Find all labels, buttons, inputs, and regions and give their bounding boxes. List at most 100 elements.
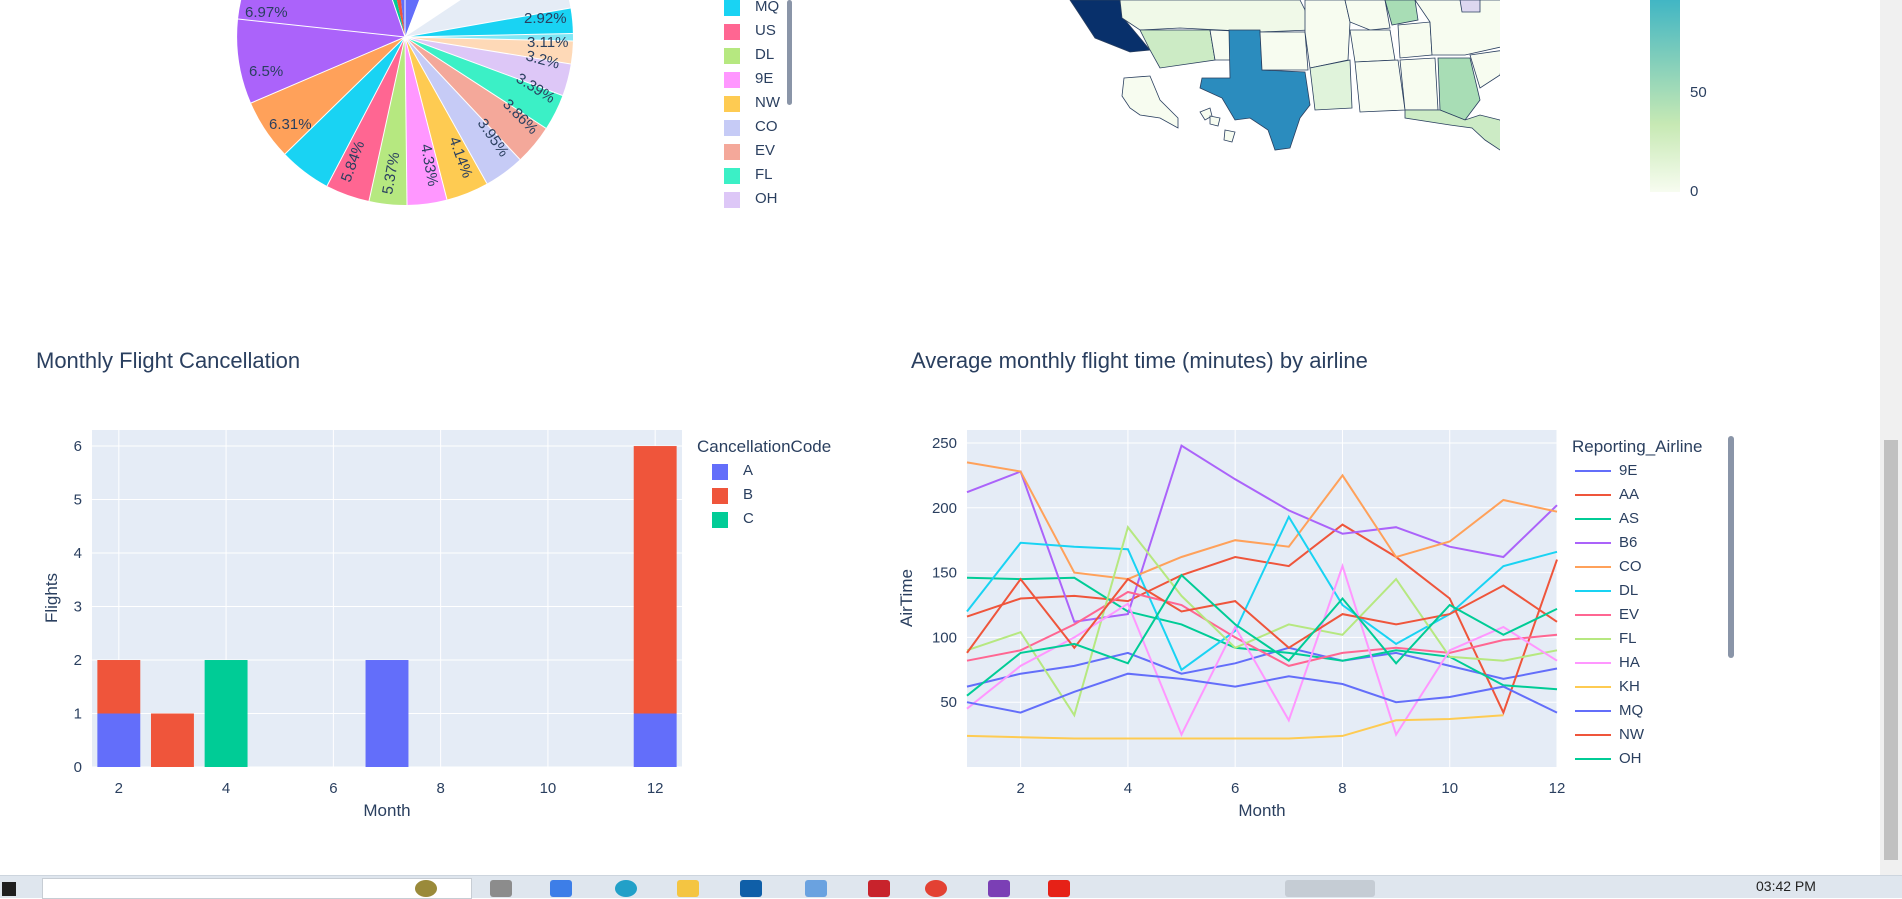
legend-swatch[interactable] <box>1575 734 1611 736</box>
bar-segment-C[interactable] <box>204 660 248 767</box>
legend-item-label[interactable]: EV <box>755 142 776 159</box>
bar-x-axis-label: Month <box>363 801 410 820</box>
legend-item-label[interactable]: 9E <box>1619 462 1638 479</box>
legend-swatch[interactable] <box>724 0 740 16</box>
copilot-icon[interactable] <box>550 880 572 897</box>
app-icon[interactable] <box>415 880 437 897</box>
legend-swatch[interactable] <box>1575 494 1611 496</box>
page-scrollbar-thumb[interactable] <box>1884 440 1898 860</box>
x-tick-label: 8 <box>436 780 444 797</box>
x-tick-label: 10 <box>1441 780 1458 797</box>
app-icon-red[interactable] <box>868 880 890 897</box>
legend-swatch[interactable] <box>724 144 740 160</box>
legend-swatch[interactable] <box>724 24 740 40</box>
y-tick-label: 250 <box>932 435 957 452</box>
legend-item-label[interactable]: FL <box>1619 630 1637 647</box>
legend-swatch[interactable] <box>1575 590 1611 592</box>
pie-label: 6.31% <box>269 116 312 133</box>
line-series-OH[interactable] <box>966 573 1558 697</box>
legend-item-label[interactable]: DL <box>755 46 775 63</box>
legend-item-label[interactable]: 9E <box>755 70 774 87</box>
youtube-icon[interactable] <box>1048 880 1070 897</box>
legend-item-label[interactable]: CO <box>755 118 778 135</box>
line-series-FL[interactable] <box>966 525 1558 718</box>
legend-item-label[interactable]: DL <box>1619 582 1639 599</box>
bar-segment-B[interactable] <box>633 446 677 714</box>
legend-swatch[interactable] <box>724 96 740 112</box>
legend-swatch[interactable] <box>712 488 728 504</box>
legend-item-label[interactable]: NW <box>755 94 780 111</box>
x-tick-label: 4 <box>222 780 230 797</box>
legend-swatch[interactable] <box>1575 638 1611 640</box>
bar-segment-A[interactable] <box>633 713 677 767</box>
legend-item-label[interactable]: FL <box>755 166 773 183</box>
line-series-EV[interactable] <box>966 590 1558 667</box>
pie-label: 6.97% <box>245 4 288 21</box>
folder-icon[interactable] <box>677 880 699 897</box>
legend-swatch[interactable] <box>724 48 740 64</box>
legend-item-label[interactable]: OH <box>755 190 778 207</box>
line-series-B6[interactable] <box>966 444 1558 623</box>
bar-segment-A[interactable] <box>365 660 409 767</box>
legend-item-label[interactable]: KH <box>1619 678 1640 695</box>
legend-item-label[interactable]: AA <box>1619 486 1640 503</box>
line-series-CO[interactable] <box>966 461 1558 581</box>
legend-item-label[interactable]: OH <box>1619 750 1642 767</box>
line-series-MQ[interactable] <box>966 672 1558 714</box>
bar-legend-title: CancellationCode <box>697 437 832 456</box>
line-series-HA[interactable] <box>966 562 1558 738</box>
task-view-icon[interactable] <box>490 880 512 897</box>
legend-scrollbar[interactable] <box>787 0 792 105</box>
legend-item-label[interactable]: MQ <box>755 0 780 15</box>
taskbar-clock[interactable]: 03:42 PM <box>1756 878 1816 894</box>
legend-item-label[interactable]: HA <box>1619 654 1640 671</box>
legend-swatch[interactable] <box>712 512 728 528</box>
legend-swatch[interactable] <box>1575 614 1611 616</box>
line-series-DL[interactable] <box>966 514 1558 672</box>
store-icon[interactable] <box>740 880 762 897</box>
legend-item-label[interactable]: A <box>743 462 754 479</box>
legend-swatch[interactable] <box>724 72 740 88</box>
bar-segment-B[interactable] <box>151 713 194 767</box>
colorbar-tick: 50 <box>1690 84 1707 101</box>
onenote-icon[interactable] <box>988 880 1010 897</box>
line-series-AS[interactable] <box>966 576 1558 691</box>
legend-item-label[interactable]: NW <box>1619 726 1644 743</box>
legend-item-label[interactable]: CO <box>1619 558 1642 575</box>
legend-item-label[interactable]: EV <box>1619 606 1640 623</box>
legend-swatch[interactable] <box>1575 470 1611 472</box>
line-series-KH[interactable] <box>966 714 1504 740</box>
legend-swatch[interactable] <box>724 120 740 136</box>
legend-swatch[interactable] <box>724 192 740 208</box>
legend-swatch[interactable] <box>1575 518 1611 520</box>
legend-swatch[interactable] <box>724 168 740 184</box>
legend-swatch[interactable] <box>1575 566 1611 568</box>
legend-item-label[interactable]: MQ <box>1619 702 1644 719</box>
legend-swatch[interactable] <box>1575 710 1611 712</box>
legend-item-label[interactable]: B <box>743 486 754 503</box>
pie-slice <box>237 19 405 103</box>
legend-swatch[interactable] <box>1575 542 1611 544</box>
legend-swatch[interactable] <box>712 464 728 480</box>
bar-segment-A[interactable] <box>97 713 141 767</box>
map-colorbar <box>1650 0 1680 192</box>
legend-swatch[interactable] <box>1575 686 1611 688</box>
mail-icon[interactable] <box>805 880 827 897</box>
bar-segment-B[interactable] <box>97 660 141 714</box>
pie-label: 3.11% <box>527 34 568 51</box>
legend-item-label[interactable]: B6 <box>1619 534 1638 551</box>
legend-item-label[interactable]: US <box>755 22 776 39</box>
windows-start-icon[interactable] <box>2 882 16 896</box>
legend-swatch[interactable] <box>1575 662 1611 664</box>
legend-item-label[interactable]: AS <box>1619 510 1640 527</box>
taskbar-search-box[interactable] <box>42 878 472 899</box>
line-legend-scrollbar[interactable] <box>1728 436 1734 658</box>
legend-item-label[interactable]: C <box>743 510 754 527</box>
pie-slice <box>405 37 571 96</box>
x-tick-label: 12 <box>647 780 664 797</box>
edge-icon[interactable] <box>615 880 637 897</box>
notification-area[interactable] <box>1285 880 1375 897</box>
line-series-9E[interactable] <box>966 646 1558 688</box>
chrome-icon[interactable] <box>925 880 947 897</box>
legend-swatch[interactable] <box>1575 758 1611 760</box>
